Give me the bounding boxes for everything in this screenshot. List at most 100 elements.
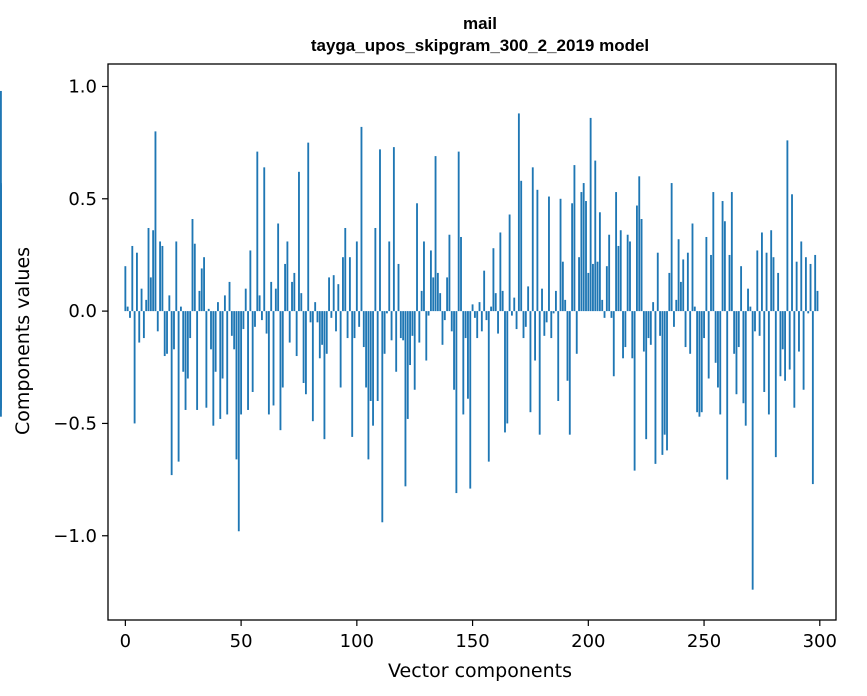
bar [196, 311, 199, 410]
bar [638, 176, 641, 312]
bar [404, 311, 407, 487]
bar [367, 311, 370, 460]
bar [311, 311, 314, 422]
bar [392, 147, 395, 312]
bar [568, 311, 571, 435]
bar [351, 311, 354, 437]
bar [325, 311, 328, 354]
bar [355, 241, 358, 312]
bar [494, 293, 497, 312]
bar [0, 311, 2, 377]
bar [219, 311, 222, 419]
bar [423, 241, 425, 312]
bar [770, 230, 773, 312]
bar [573, 165, 576, 312]
bar [207, 308, 210, 312]
bar [230, 311, 233, 336]
bar [251, 311, 254, 392]
bar [131, 245, 134, 312]
bar [700, 311, 703, 413]
bar [802, 311, 805, 390]
bar [490, 306, 493, 312]
bar [136, 252, 138, 312]
bar [779, 311, 782, 377]
bar [765, 252, 768, 312]
bar [337, 284, 340, 312]
bar [140, 288, 143, 312]
bar [501, 290, 504, 312]
bar [124, 266, 127, 312]
bar [610, 311, 613, 318]
bar [612, 311, 615, 377]
bar [217, 302, 219, 312]
bar [751, 311, 754, 590]
bar [499, 232, 502, 312]
bar [575, 311, 578, 354]
bar [147, 227, 150, 312]
bar [316, 311, 319, 323]
bar [133, 311, 136, 424]
bar [707, 311, 710, 379]
bar [798, 311, 800, 352]
chart-subtitle: tayga_upos_skipgram_300_2_2019 model [311, 36, 649, 55]
bar [163, 311, 166, 357]
bar [402, 311, 405, 341]
bar [814, 254, 817, 312]
bar [304, 311, 307, 395]
bar [205, 311, 208, 408]
bar [464, 311, 467, 339]
bar [455, 311, 458, 494]
bar [529, 311, 532, 413]
bar [619, 230, 622, 312]
bar [698, 311, 701, 417]
bar [633, 311, 636, 471]
y-tick-label: 0.0 [68, 301, 97, 322]
bar [552, 311, 555, 314]
bar [471, 304, 474, 312]
bar [744, 311, 747, 426]
bar [210, 311, 212, 350]
bar [161, 245, 164, 312]
bar [622, 311, 624, 359]
bar [809, 263, 812, 312]
bar [277, 223, 280, 312]
bar [816, 290, 819, 312]
bar [758, 311, 761, 336]
bar [473, 311, 476, 318]
bar [763, 311, 766, 392]
bar [434, 156, 437, 312]
bar [142, 311, 145, 339]
bar [432, 277, 435, 312]
x-tick-label: 50 [230, 631, 253, 652]
bar [235, 311, 238, 460]
bar [323, 311, 326, 440]
bar [420, 290, 423, 312]
bar [513, 297, 516, 312]
bar [603, 311, 606, 318]
bar [288, 311, 291, 343]
bar [175, 241, 178, 312]
x-tick-label: 100 [340, 631, 374, 652]
bar [0, 185, 2, 312]
bar [460, 236, 462, 312]
bar [686, 252, 689, 312]
bar [800, 241, 803, 312]
bar [784, 311, 786, 381]
x-tick-label: 150 [455, 631, 489, 652]
bar [476, 311, 479, 339]
bar [443, 311, 446, 321]
bar [298, 171, 300, 312]
bar [663, 311, 666, 435]
x-tick-label: 200 [571, 631, 605, 652]
bar [226, 311, 229, 415]
bar [168, 295, 171, 312]
x-tick-label: 0 [120, 631, 131, 652]
bars-group [0, 90, 819, 590]
bar [429, 250, 432, 312]
bar [265, 311, 268, 334]
bar [754, 311, 756, 332]
bar [416, 203, 418, 312]
bar [152, 230, 155, 312]
bar [693, 306, 696, 312]
